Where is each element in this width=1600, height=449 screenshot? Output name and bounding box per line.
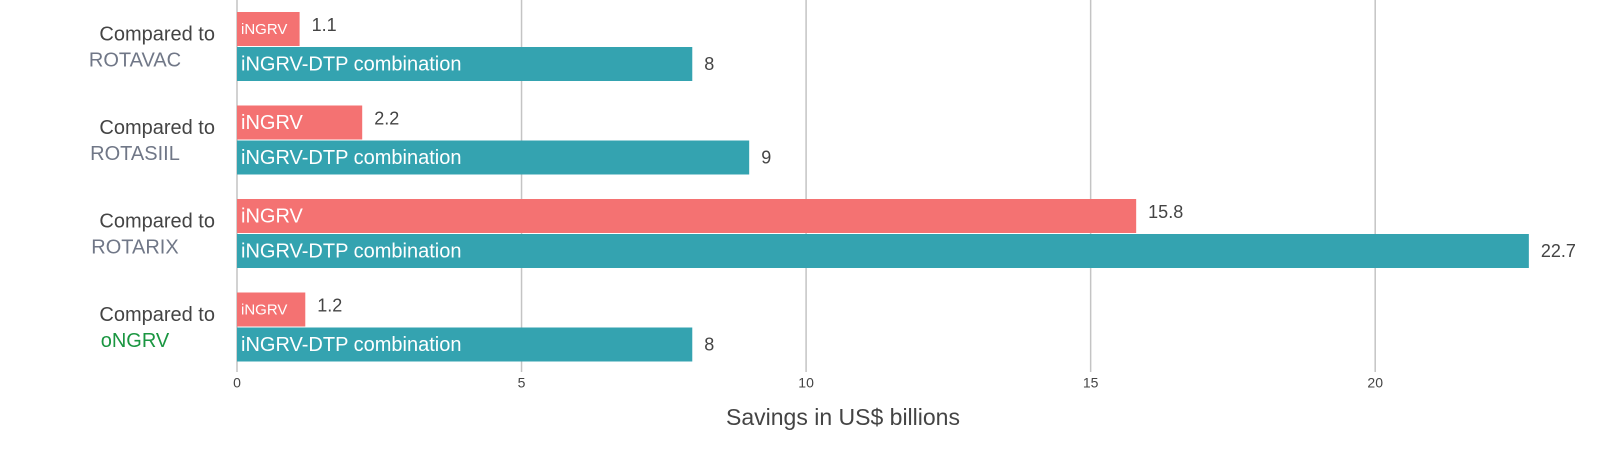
bar-series-label: iNGRV-DTP combination — [241, 334, 461, 356]
bar-series-label: iNGRV-DTP combination — [241, 147, 461, 169]
x-axis-title: Savings in US$ billions — [726, 404, 960, 430]
category-prefix: Compared to — [99, 304, 215, 326]
value-label: 8 — [704, 334, 714, 354]
bar — [237, 140, 750, 175]
bar-series-label: iNGRV — [241, 21, 287, 38]
value-label: 1.2 — [317, 295, 342, 315]
bar — [237, 105, 363, 140]
bar-series-label: iNGRV — [241, 301, 287, 318]
bar-series-label: iNGRV — [241, 205, 304, 227]
bar-series-label: iNGRV — [241, 112, 304, 134]
bar-series-label: iNGRV-DTP combination — [241, 240, 461, 262]
category-label: ROTAVAC — [89, 49, 181, 71]
bar — [237, 327, 693, 362]
x-tick-label: 5 — [518, 375, 526, 391]
x-tick-label: 0 — [233, 375, 241, 391]
value-label: 15.8 — [1148, 202, 1183, 222]
bar — [237, 199, 1137, 233]
value-label: 22.7 — [1541, 241, 1576, 261]
category-prefix: Compared to — [99, 117, 215, 139]
category-prefix: Compared to — [99, 23, 215, 45]
bar — [237, 234, 1529, 268]
x-tick-label: 15 — [1083, 375, 1099, 391]
bar — [237, 292, 306, 327]
bar — [237, 12, 300, 46]
category-label: ROTARIX — [91, 236, 178, 258]
value-label: 1.1 — [312, 15, 337, 35]
value-label: 8 — [704, 54, 714, 74]
category-label: oNGRV — [101, 330, 170, 352]
bar — [237, 47, 693, 81]
bar-series-label: iNGRV-DTP combination — [241, 53, 461, 75]
x-tick-label: 10 — [798, 375, 814, 391]
x-tick-label: 20 — [1367, 375, 1383, 391]
category-label: ROTASIIL — [90, 143, 180, 165]
value-label: 2.2 — [374, 108, 399, 128]
category-prefix: Compared to — [99, 210, 215, 232]
value-label: 9 — [761, 147, 771, 167]
